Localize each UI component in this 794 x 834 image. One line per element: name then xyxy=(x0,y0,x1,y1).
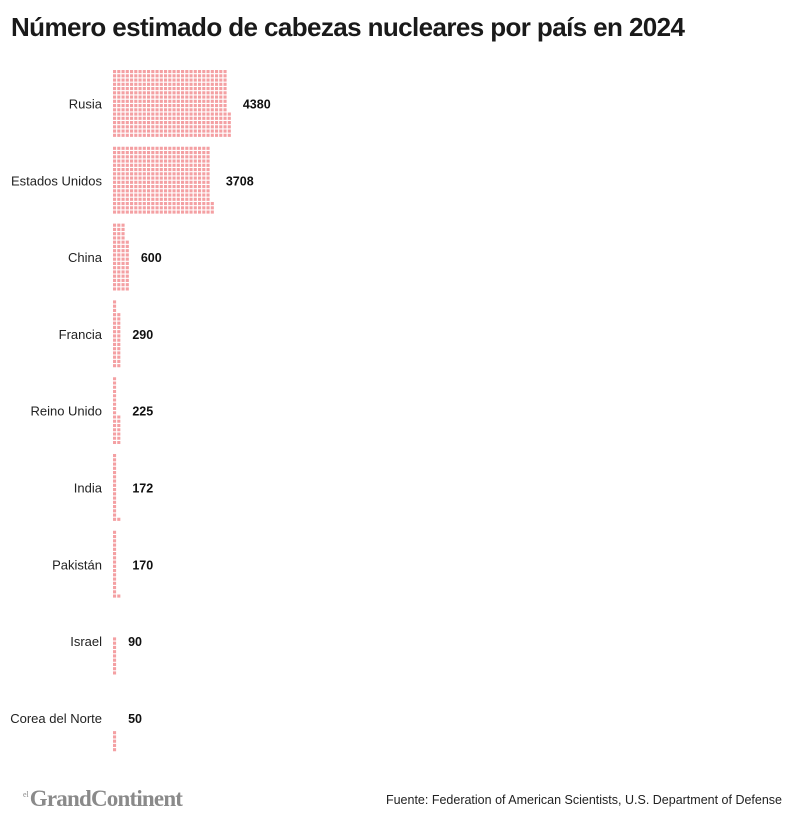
category-group: Reino Unido 225 xyxy=(30,377,153,445)
category-label: Rusia xyxy=(69,97,103,112)
category-label: Israel xyxy=(70,634,102,649)
value-label: 3708 xyxy=(226,174,254,188)
category-group: Rusia 4380 xyxy=(69,70,271,137)
category-group: Israel 90 xyxy=(70,634,142,675)
chart-title: Número estimado de cabezas nucleares por… xyxy=(11,12,685,42)
dot-bar xyxy=(113,731,117,752)
category-label: Pakistán xyxy=(52,557,102,572)
dot-bar xyxy=(113,637,117,675)
dot-bar xyxy=(113,146,214,214)
logo-prefix: el xyxy=(23,790,29,799)
category-label: Reino Unido xyxy=(30,404,102,419)
source-note: Fuente: Federation of American Scientist… xyxy=(385,793,782,807)
value-label: 170 xyxy=(132,558,153,572)
dot-bar xyxy=(113,454,121,521)
value-label: 290 xyxy=(132,328,153,342)
category-group: India 172 xyxy=(74,454,153,521)
logo-wordmark: GrandContinent xyxy=(29,786,183,811)
value-label: 225 xyxy=(132,405,153,419)
category-group: Francia 290 xyxy=(59,300,153,368)
waffle-bar-chart: Rusia 4380 Estados Unidos 3708 China 600 Franc… xyxy=(10,70,271,752)
category-label: Corea del Norte xyxy=(10,711,102,726)
category-label: India xyxy=(74,481,103,496)
category-label: Francia xyxy=(59,327,103,342)
dot-bar xyxy=(113,530,121,598)
category-group: Pakistán 170 xyxy=(52,530,153,598)
category-label: Estados Unidos xyxy=(11,173,103,188)
value-label: 4380 xyxy=(243,98,271,112)
grand-continent-logo: elGrandContinent xyxy=(23,786,183,812)
dot-bar xyxy=(113,223,129,291)
category-group: China 600 xyxy=(68,223,162,291)
value-label: 90 xyxy=(128,635,142,649)
value-label: 172 xyxy=(132,482,153,496)
category-group: Estados Unidos 3708 xyxy=(11,146,254,214)
category-group: Corea del Norte 50 xyxy=(10,711,142,752)
dot-bar xyxy=(113,377,121,445)
category-label: China xyxy=(68,250,103,265)
dot-bar xyxy=(113,300,121,368)
value-label: 600 xyxy=(141,251,162,265)
value-label: 50 xyxy=(128,712,142,726)
dot-bar xyxy=(113,70,231,137)
